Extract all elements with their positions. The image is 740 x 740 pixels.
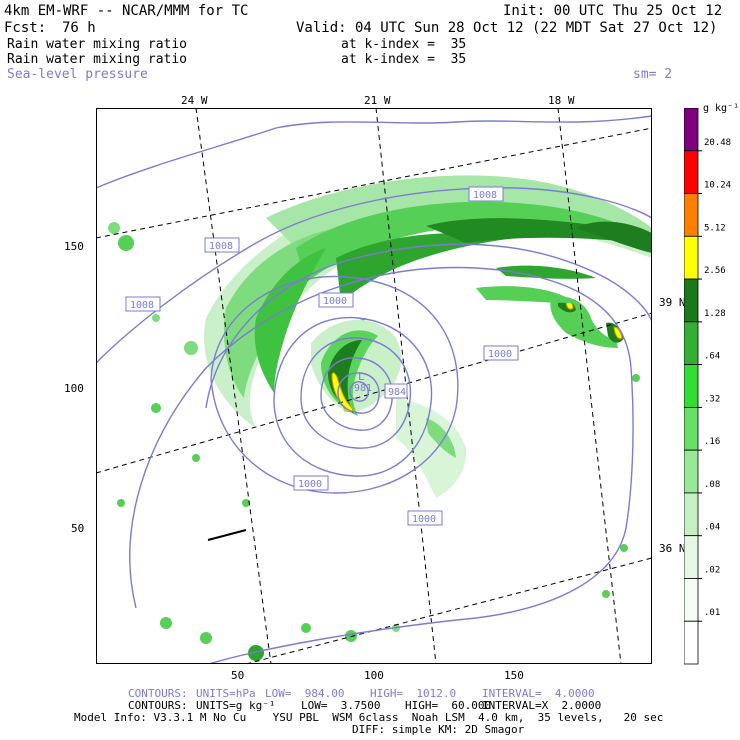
- model-info: Model Info: V3.3.1 M No Cu YSU PBL WSM 6…: [74, 711, 664, 724]
- svg-text:1008: 1008: [130, 300, 154, 311]
- color-scale-box: [684, 278, 699, 323]
- map-frame: [96, 108, 652, 664]
- svg-text:1000: 1000: [323, 296, 347, 307]
- contour-label: 1008: [468, 186, 504, 202]
- contour-1-label: CONTOURS:: [128, 687, 188, 700]
- svg-text:1000: 1000: [488, 349, 512, 360]
- color-scale-box: [684, 406, 699, 451]
- contour-label: 1000: [318, 292, 354, 308]
- forecast-hour: 76 h: [62, 20, 96, 36]
- contour-label: 1008: [125, 296, 161, 312]
- field-1-level: at k-index = 35: [341, 37, 467, 52]
- color-scale-label: .08: [704, 480, 720, 490]
- svg-text:1008: 1008: [473, 190, 497, 201]
- init-time: Init: 00 UTC Thu 25 Oct 12: [503, 3, 723, 19]
- x-tick-100: 100: [364, 669, 384, 682]
- low-center-mark: L: [358, 370, 365, 383]
- lon-label-18w: 18 W: [548, 94, 575, 107]
- contour-2-units: UNITS=g kg⁻¹: [196, 699, 276, 712]
- color-scale-label: .16: [704, 437, 720, 447]
- contour-label: 984: [384, 383, 408, 399]
- color-scale-label: 10.24: [704, 181, 731, 191]
- weather-map: 1008 1008 1008 1000 1000 1000 1000 981 9…: [96, 108, 652, 664]
- x-tick-50: 50: [231, 669, 245, 682]
- y-tick-150: 150: [64, 240, 84, 253]
- color-scale-label: 20.48: [704, 138, 731, 148]
- contour-1-high: HIGH= 1012.0: [370, 687, 457, 700]
- color-scale-units: g kg⁻¹: [703, 103, 740, 114]
- field-1-name: Rain water mixing ratio: [7, 37, 188, 52]
- x-tick-150: 150: [504, 669, 524, 682]
- field-2-level: at k-index = 35: [341, 52, 467, 67]
- contour-2-label: CONTOURS:: [128, 699, 188, 712]
- color-scale-box: [684, 364, 699, 408]
- color-scale-box: [684, 492, 699, 537]
- svg-text:984: 984: [388, 387, 406, 398]
- smoothing-value: sm= 2: [633, 67, 673, 82]
- svg-text:1000: 1000: [298, 479, 322, 490]
- pressure-contours: [96, 115, 652, 664]
- contour-2-low: LOW= 3.7500: [301, 699, 381, 712]
- contour-label: 1000: [293, 475, 329, 491]
- color-scale-label: 2.56: [704, 266, 726, 276]
- color-scale-labels: 20.48 10.24 5.12 2.56 1.28 .64 .32 .16 .08 .04 .02…: [704, 138, 731, 618]
- lat-label-39n: 39 N: [659, 296, 686, 309]
- contour-label: 1000: [483, 345, 519, 361]
- svg-text:1008: 1008: [209, 241, 233, 252]
- color-scale-box: [684, 108, 699, 152]
- contour-2-interval: INTERVAL=X 2.0000: [482, 699, 602, 712]
- svg-text:1000: 1000: [412, 514, 436, 525]
- color-scale-box: [684, 235, 699, 280]
- color-scale-label: .32: [704, 394, 720, 404]
- color-scale-box: [684, 321, 699, 366]
- field-3-name: Sea-level pressure: [7, 67, 148, 82]
- color-scale-label: 5.12: [704, 223, 726, 233]
- y-tick-100: 100: [64, 382, 84, 395]
- contour-label-981: 981: [354, 383, 372, 394]
- color-scale-box: [684, 150, 699, 194]
- color-scale-label: .01: [704, 608, 720, 618]
- contour-1-units: UNITS=hPa: [196, 687, 256, 700]
- forecast-label: Fcst:: [4, 20, 47, 36]
- color-scale-boxes: [684, 108, 702, 665]
- color-scale-label: .04: [704, 523, 720, 533]
- contour-1-low: LOW= 984.00: [265, 687, 345, 700]
- contour-labels: 1008 1008 1008 1000 1000 1000 1000 981 9…: [125, 186, 519, 526]
- contour-label: 1008: [204, 237, 240, 253]
- color-scale-label: .02: [704, 565, 720, 575]
- lon-label-24w: 24 W: [181, 94, 208, 107]
- model-title: 4km EM-WRF -- NCAR/MMM for TC: [4, 3, 249, 19]
- y-tick-50: 50: [71, 522, 85, 535]
- color-scale-box: [684, 193, 699, 237]
- color-scale-box: [684, 449, 699, 494]
- lat-label-36n: 36 N: [659, 542, 686, 555]
- contour-2-high: HIGH= 60.000: [405, 699, 492, 712]
- lon-label-21w: 21 W: [364, 94, 391, 107]
- contour-1-interval: INTERVAL= 4.0000: [482, 687, 595, 700]
- color-scale-box: [684, 535, 699, 579]
- color-scale-label: 1.28: [704, 309, 726, 319]
- color-scale-box: [684, 620, 699, 665]
- contour-label: 1000: [407, 510, 443, 526]
- color-scale: 20.48 10.24 5.12 2.56 1.28 .64 .32 .16 .08 .04 .02…: [684, 108, 731, 665]
- field-2-name: Rain water mixing ratio: [7, 52, 188, 67]
- color-scale-box: [684, 578, 699, 622]
- reference-segment: [207, 529, 247, 541]
- color-scale-label: .64: [704, 352, 720, 362]
- valid-time: Valid: 04 UTC Sun 28 Oct 12 (22 MDT Sat …: [296, 20, 718, 36]
- diffusion-info: DIFF: simple KM: 2D Smagor: [352, 723, 525, 736]
